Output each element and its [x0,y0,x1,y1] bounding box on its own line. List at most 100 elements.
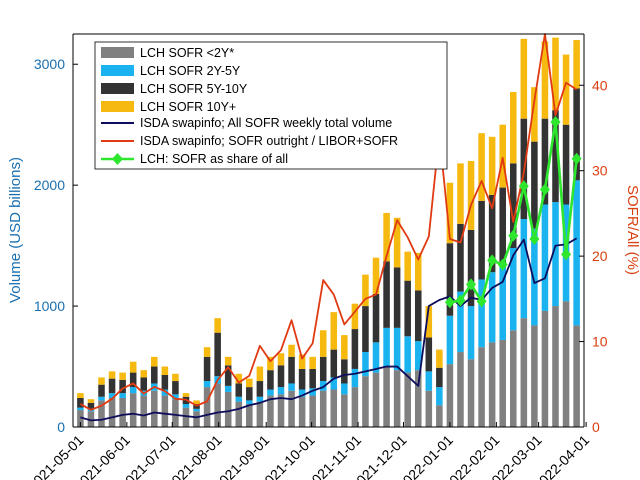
bar-y2_5-45 [552,202,559,307]
bar-y2_5-44 [541,204,549,311]
bar-y2_5-28 [372,342,380,373]
bar-y10p-23 [319,330,327,357]
bar-y10p-45 [552,37,559,111]
bar-y2_5-37 [467,306,475,360]
bar-y5_10-27 [362,306,369,353]
bar-y10p-8 [161,366,169,375]
lch-share-marker-46 [561,248,572,261]
bar-y5_10-40 [499,187,506,268]
bar-lt2y-35 [446,364,454,427]
bar-y5_10-33 [425,337,433,372]
bar-layer [77,37,580,427]
bar-y5_10-35 [446,243,454,316]
bar-lt2y-12 [203,387,211,427]
legend-swatch-2-5y [101,65,134,76]
legend-label-5-10y: LCH SOFR 5Y-10Y [140,82,248,96]
bar-y10p-19 [277,353,285,366]
bar-y5_10-26 [351,329,359,369]
x-tick-label-0: 2021-05-01 [25,432,87,480]
bar-y2_5-24 [330,377,338,390]
bar-y10p-46 [562,54,570,125]
legend-label-10yp: LCH SOFR 10Y+ [140,100,236,114]
bar-y2_5-30 [393,327,401,371]
bar-y2_5-8 [161,389,169,396]
bar-lt2y-10 [182,407,190,427]
bar-y10p-32 [414,252,422,291]
bar-y2_5-40 [499,267,506,340]
bar-y10p-4 [119,372,126,380]
bar-lt2y-40 [499,339,506,427]
lch-share-marker-45 [550,115,561,128]
bar-lt2y-42 [520,318,528,427]
bar-y10p-13 [214,318,221,333]
bar-y2_5-31 [404,336,411,373]
bar-lt2y-37 [467,359,475,427]
bar-y5_10-2 [98,384,105,397]
bar-y2_5-9 [172,394,179,400]
bar-y10p-10 [182,393,190,397]
bar-y2_5-47 [573,180,580,326]
bar-y10p-35 [446,182,454,244]
legend-label-isda-total: ISDA swapinfo; All SOFR weekly total vol… [140,116,392,130]
bar-lt2y-23 [319,390,327,427]
bar-y2_5-12 [203,381,211,388]
bar-y5_10-16 [246,387,253,401]
bar-lt2y-16 [246,404,253,427]
bar-y10p-27 [362,274,369,307]
bar-lt2y-39 [488,342,496,427]
bar-y2_5-23 [319,381,327,391]
y2-tick-label-0: 0 [592,419,600,435]
bar-lt2y-5 [129,393,137,427]
bar-y5_10-8 [161,375,169,390]
bar-y5_10-37 [467,229,475,307]
bar-y2_5-5 [129,387,137,394]
y-axis-title: Volume (USD billions) [7,157,24,303]
y2-tick-label-4: 40 [592,77,608,93]
bar-y10p-25 [341,335,348,360]
axes [72,33,585,428]
y2-tick-label-2: 20 [592,248,608,264]
bar-y5_10-29 [383,261,390,328]
bar-y10p-29 [383,212,390,262]
bar-y5_10-46 [562,124,570,205]
bar-y5_10-43 [531,141,538,229]
bar-y10p-38 [478,133,485,201]
bar-lt2y-19 [277,394,285,427]
bar-y5_10-28 [372,293,380,343]
bar-y2_5-15 [235,396,243,402]
bar-y10p-20 [288,344,295,357]
bar-y10p-22 [309,356,316,369]
bar-y10p-21 [298,354,306,369]
bar-y10p-42 [520,38,528,119]
bar-y5_10-21 [298,368,306,390]
bar-lt2y-7 [151,390,158,427]
y-tick-label-2: 2000 [34,177,65,193]
bar-y5_10-0 [77,397,84,408]
bar-y10p-47 [573,40,580,89]
bar-y10p-28 [372,257,380,294]
bar-y2_5-36 [457,291,464,353]
bar-lt2y-30 [393,370,401,427]
bar-y5_10-20 [288,356,295,384]
y2-tick-label-3: 30 [592,163,608,179]
bar-y10p-7 [151,356,158,367]
bar-lt2y-2 [98,400,105,427]
legend-label-lch-share: LCH: SOFR as share of all [140,152,288,166]
isda-share-line [79,33,578,411]
bar-y10p-40 [499,124,506,188]
bar-y5_10-32 [414,290,422,342]
legend-swatch-5-10y [101,83,134,94]
bar-y2_5-14 [224,385,232,392]
bar-lt2y-18 [267,395,274,427]
bar-y10p-3 [108,371,116,379]
bar-y2_5-29 [383,327,390,367]
bar-y5_10-1 [87,402,95,409]
bar-lt2y-36 [457,352,464,427]
bar-lt2y-41 [509,330,517,427]
legend-swatch-lch-share-marker [112,153,123,165]
bar-y10p-0 [77,393,84,398]
bar-y10p-5 [129,361,137,373]
bar-lt2y-32 [414,370,422,427]
bar-y10p-41 [509,92,517,164]
bar-y10p-31 [404,251,411,281]
